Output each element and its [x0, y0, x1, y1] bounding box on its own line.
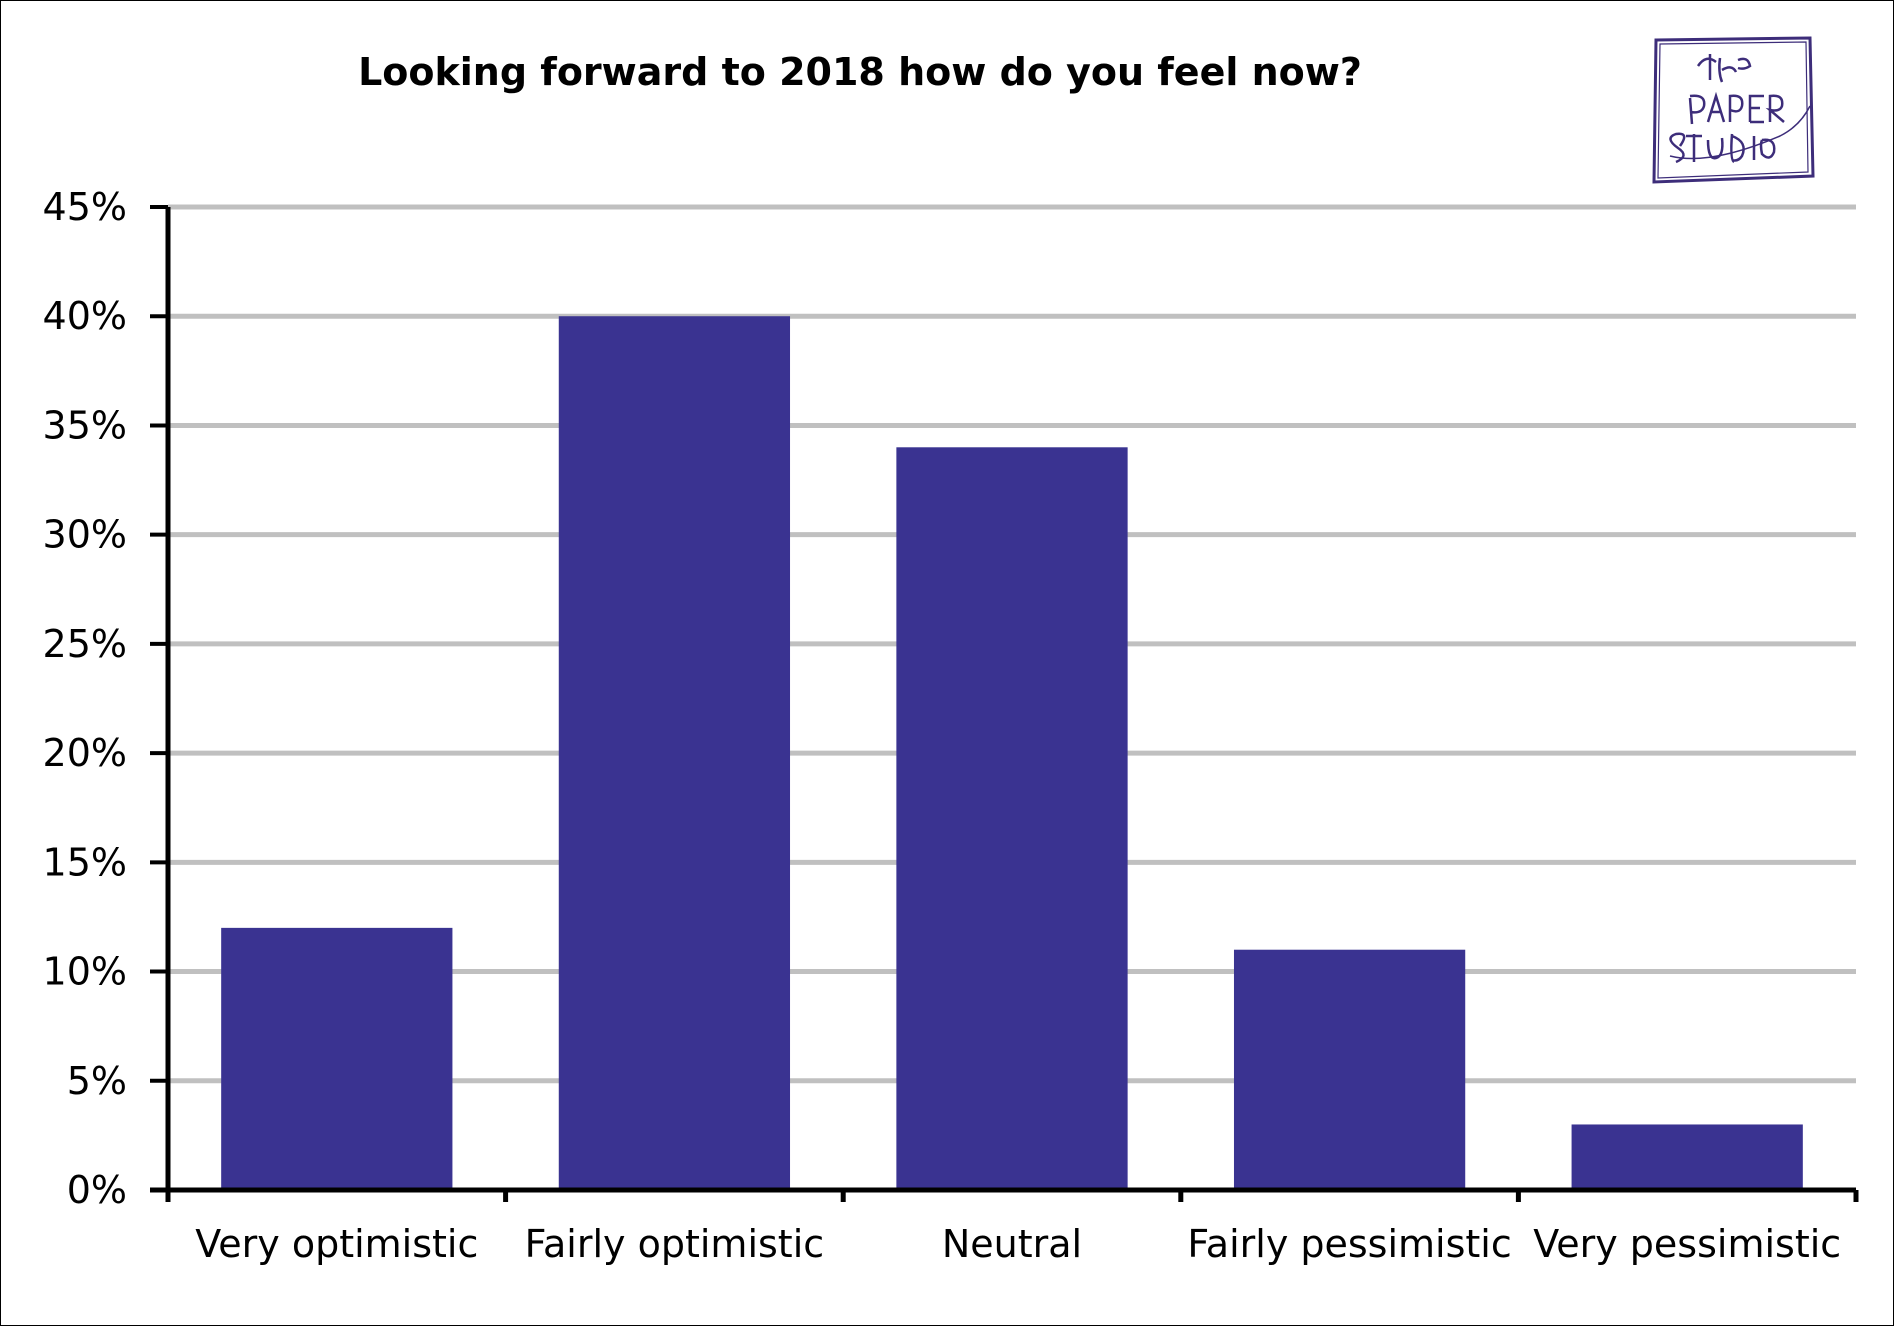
x-tick-label: Very pessimistic [1533, 1222, 1841, 1266]
x-tick-label: Very optimistic [195, 1222, 478, 1266]
y-tick-label: 40% [43, 294, 127, 338]
y-tick-labels: 0% 5% 10% 15% 20% 25% 30% 35% 40% 45% [43, 185, 127, 1212]
x-tick-label: Fairly optimistic [525, 1222, 825, 1266]
y-tick-label: 5% [67, 1059, 127, 1103]
x-tick-label: Fairly pessimistic [1187, 1222, 1511, 1266]
bar-neutral [896, 447, 1128, 1190]
y-tick-label: 20% [43, 731, 127, 775]
y-tick-label: 35% [43, 403, 127, 447]
x-tick-label: Neutral [942, 1222, 1082, 1266]
bar-very-pessimistic [1571, 1124, 1803, 1190]
bar-fairly-optimistic [558, 316, 791, 1190]
y-tick-label: 30% [43, 513, 127, 557]
y-tick-label: 0% [67, 1168, 127, 1212]
chart-title: Looking forward to 2018 how do you feel … [358, 50, 1362, 94]
bar-fairly-pessimistic [1233, 949, 1466, 1190]
bars [221, 316, 1803, 1190]
axes [150, 205, 1859, 1202]
y-tick-label: 15% [43, 840, 127, 884]
y-tick-label: 25% [43, 622, 127, 666]
bar-very-optimistic [221, 927, 453, 1190]
y-tick-label: 45% [43, 185, 127, 229]
x-tick-labels: Very optimistic Fairly optimistic Neutral F… [195, 1222, 1841, 1266]
paper-studio-logo [1650, 36, 1816, 184]
y-tick-label: 10% [43, 950, 127, 994]
